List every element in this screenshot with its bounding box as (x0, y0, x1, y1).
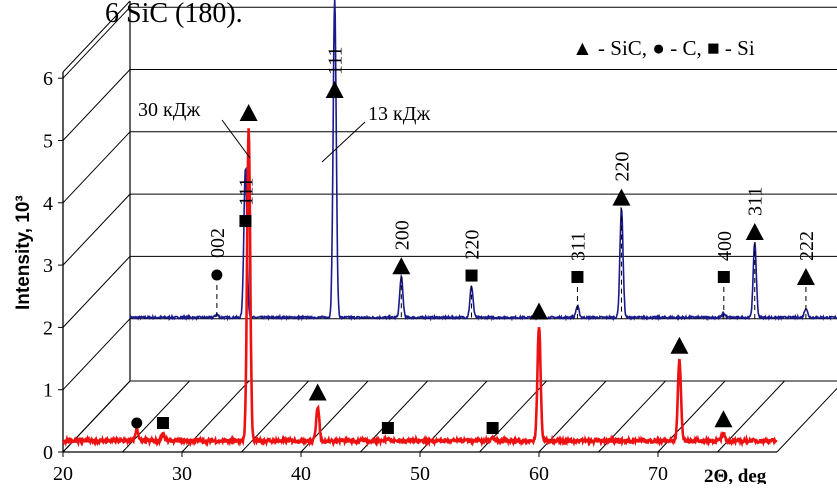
x-tick-label: 70 (648, 463, 668, 484)
si-square-marker (465, 269, 478, 282)
side-diagonal-6 (62, 6, 131, 79)
c-circle-marker (131, 417, 143, 429)
peak-hkl-label: 002 (207, 228, 229, 258)
legend-text: ▲ - SiC, ● - C, ■ - Si (572, 36, 755, 60)
series-layer (61, 0, 837, 448)
peak-hkl-label: 111 (235, 177, 257, 206)
x-tick-label: 60 (529, 463, 549, 484)
side-diagonal-3 (62, 193, 131, 266)
annotation-layer: 002 111 111 200 220 311 220 400 311 222 30 кДж 13 к… (131, 46, 818, 434)
peak-hkl-label: 400 (714, 231, 736, 261)
sic-triangle-marker (308, 383, 327, 401)
side-diagonal-top (62, 0, 131, 73)
peak-hkl-label: 111 (325, 46, 347, 75)
sic-triangle-marker (325, 81, 344, 98)
grid-layer (62, 0, 837, 453)
series-label-30kJ: 30 кДж (138, 99, 200, 121)
side-diagonal-5 (62, 69, 131, 141)
peak-hkl-label: 311 (745, 187, 767, 216)
si-square-marker (156, 417, 169, 429)
y-tick-label: 2 (43, 317, 53, 339)
si-square-marker (486, 422, 499, 434)
sic-triangle-marker (392, 257, 411, 275)
axes-layer: 0 1 2 3 4 5 6 20 30 40 50 60 70 (43, 68, 777, 485)
floor-diagonal-80 (776, 387, 837, 453)
sic-triangle-marker (714, 410, 733, 428)
si-square-marker (381, 422, 394, 434)
leader-line-30kJ (221, 119, 251, 159)
y-tick-label: 1 (43, 380, 53, 402)
x-tick-label: 50 (410, 463, 430, 484)
y-tick-label: 5 (43, 131, 53, 153)
sic-triangle-marker (670, 336, 689, 354)
y-tick-label: 3 (43, 255, 53, 277)
side-diagonal-2 (62, 256, 131, 328)
y-tick-label: 6 (43, 68, 53, 90)
peak-hkl-label: 222 (796, 231, 818, 261)
y-tick-label: 0 (43, 442, 53, 464)
sic-triangle-marker (612, 188, 631, 206)
peak-hkl-label: 200 (391, 220, 413, 250)
x-tick-label: 40 (291, 463, 311, 484)
series-label-13kJ: 13 кДж (368, 103, 430, 125)
si-square-marker (571, 271, 584, 283)
side-diagonal-1 (62, 318, 131, 391)
sic-triangle-marker (796, 268, 815, 285)
peak-hkl-label: 311 (567, 232, 589, 261)
y-tick-label: 4 (43, 193, 53, 215)
side-diagonal-4 (62, 131, 131, 204)
sic-triangle-marker (530, 302, 548, 320)
caption-fragment: 6 SiC (180). (105, 0, 243, 29)
si-square-marker (239, 215, 252, 227)
leader-line-13kJ (321, 121, 366, 163)
floor-diagonal-60 (538, 380, 607, 453)
peak-hkl-label: 220 (611, 152, 633, 182)
c-circle-marker (211, 269, 223, 281)
x-tick-label: 20 (53, 463, 73, 484)
sic-triangle-marker (239, 104, 258, 121)
series-30kJ-line (61, 128, 778, 448)
peak-hkl-label: 220 (462, 230, 484, 260)
x-tick-label: 30 (172, 463, 192, 484)
sic-triangle-marker (745, 222, 764, 240)
x-axis-label: 2Θ, deg (704, 466, 767, 484)
si-square-marker (717, 271, 730, 283)
y-axis-label: Intensity, 10³ (13, 195, 34, 310)
